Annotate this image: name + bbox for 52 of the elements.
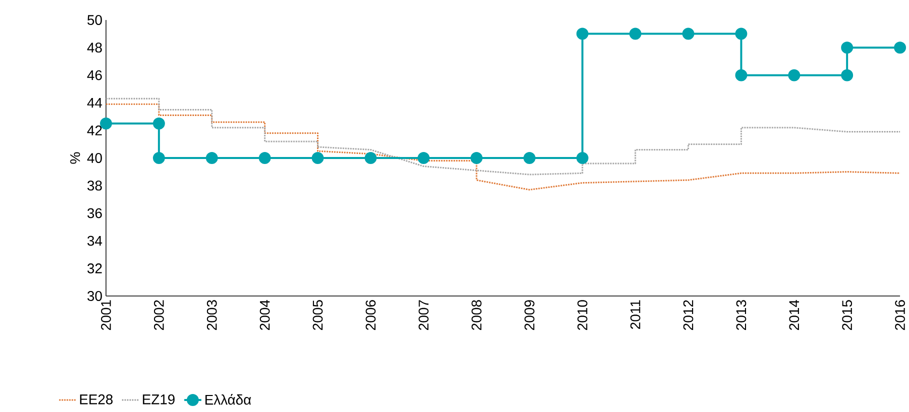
- line-series: [106, 103, 900, 190]
- point: [418, 152, 430, 164]
- y-tick-label: 50: [87, 15, 102, 25]
- y-tick-label: 44: [87, 98, 102, 108]
- point: [576, 152, 588, 164]
- point: [523, 152, 536, 164]
- point: [894, 42, 906, 54]
- x-tick-label: 2007: [418, 300, 429, 330]
- y-axis-title: %: [70, 152, 80, 164]
- x-tick-label: 2016: [895, 300, 905, 330]
- point: [735, 28, 748, 40]
- x-tick-label: 2011: [630, 300, 640, 329]
- point: [100, 118, 112, 130]
- y-tick-label: 38: [87, 180, 102, 191]
- point: [682, 28, 694, 40]
- y-tick-label: 34: [87, 236, 102, 246]
- point: [470, 152, 483, 164]
- point: [152, 152, 165, 164]
- point: [206, 152, 218, 164]
- point: [735, 69, 748, 82]
- point: [841, 69, 854, 82]
- x-tick-label: 2004: [260, 300, 270, 330]
- point: [152, 118, 165, 130]
- x-tick-label: 2012: [683, 300, 694, 330]
- y-tick-label: 42: [87, 126, 102, 136]
- x-tick-label: 2008: [472, 300, 482, 330]
- legend-label: Ελλάδα: [205, 394, 252, 405]
- x-tick-label: 2013: [736, 300, 746, 330]
- point: [629, 28, 642, 40]
- legend-label: ΕΕ28: [80, 394, 113, 404]
- x-tick-label: 2001: [101, 300, 111, 330]
- point: [841, 42, 854, 54]
- x-tick-label: 2005: [312, 300, 323, 330]
- y-tick-label: 30: [87, 291, 102, 301]
- point: [312, 152, 324, 164]
- legend-label: ΕΖ19: [142, 394, 175, 404]
- y-tick-label: 40: [87, 153, 102, 163]
- point: [576, 28, 588, 40]
- x-tick-label: 2009: [524, 300, 534, 330]
- x-tick-label: 2015: [842, 300, 852, 330]
- y-tick-label: 48: [87, 42, 102, 53]
- y-tick-label: 36: [87, 208, 102, 218]
- x-tick-label: 2006: [366, 300, 376, 330]
- point: [364, 152, 377, 164]
- x-tick-label: 2002: [154, 300, 164, 330]
- point: [258, 152, 271, 164]
- x-tick-label: 2010: [577, 300, 588, 330]
- point: [788, 69, 800, 82]
- y-tick-label: 46: [87, 70, 102, 80]
- x-tick-label: 2003: [206, 300, 217, 330]
- x-tick-label: 2014: [789, 300, 800, 330]
- y-tick-label: 32: [87, 263, 102, 274]
